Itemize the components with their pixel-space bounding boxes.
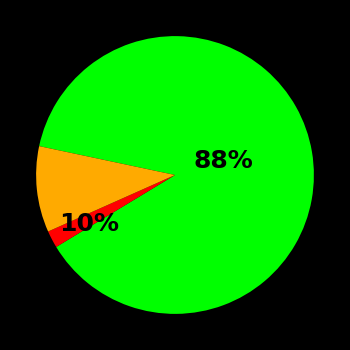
Wedge shape: [36, 146, 175, 231]
Wedge shape: [39, 36, 314, 314]
Text: 10%: 10%: [59, 212, 119, 236]
Text: 88%: 88%: [194, 149, 253, 173]
Wedge shape: [48, 175, 175, 247]
